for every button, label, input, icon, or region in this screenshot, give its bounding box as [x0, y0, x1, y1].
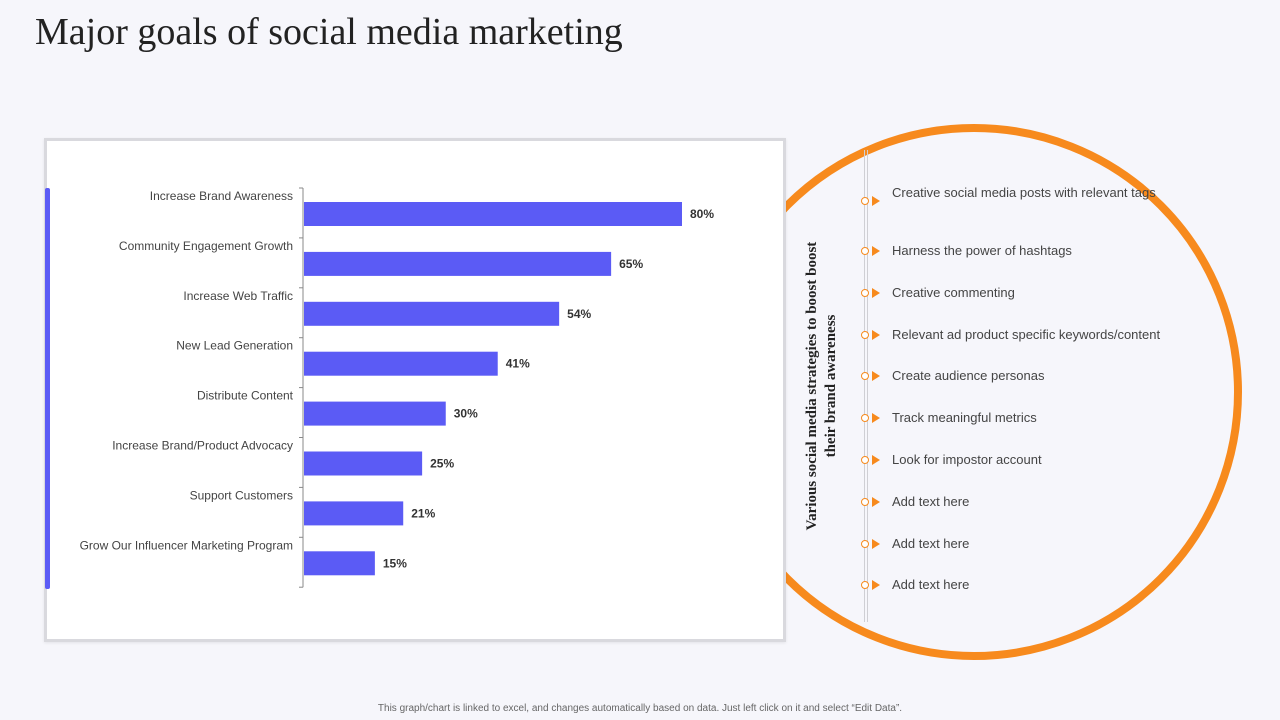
strategy-marker-icon — [861, 539, 883, 549]
data-label: 21% — [411, 506, 435, 520]
strategy-marker-icon — [861, 246, 883, 256]
data-label: 65% — [619, 257, 643, 271]
strategy-item[interactable]: Add text here — [892, 536, 970, 551]
category-label: Grow Our Influencer Marketing Program — [80, 538, 293, 552]
bar — [304, 401, 446, 426]
strategy-item: Look for impostor account — [892, 452, 1042, 467]
strategy-item: Harness the power of hashtags — [892, 243, 1072, 258]
bar — [304, 451, 423, 476]
strategy-marker-icon — [861, 371, 883, 381]
bar — [304, 301, 560, 326]
strategy-item: Track meaningful metrics — [892, 410, 1037, 425]
page-title: Major goals of social media marketing — [35, 11, 623, 53]
data-label: 25% — [430, 457, 454, 471]
bar — [304, 202, 682, 226]
footer-note: This graph/chart is linked to excel, and… — [377, 703, 903, 714]
strategy-item: Creative commenting — [892, 285, 1015, 300]
chart-accent-bar — [45, 188, 50, 589]
strategies-heading: Various social media strategies to boost… — [804, 241, 839, 531]
data-label: 80% — [690, 207, 714, 221]
data-label: 30% — [454, 407, 478, 421]
bar — [304, 251, 612, 276]
strategy-marker-icon — [861, 288, 883, 298]
category-label: Distribute Content — [197, 389, 294, 403]
category-label: Increase Brand Awareness — [150, 189, 293, 203]
strategy-marker-icon — [861, 580, 883, 590]
strategy-marker-icon — [861, 330, 883, 340]
category-label: Increase Web Traffic — [183, 289, 293, 303]
strategy-item[interactable]: Add text here — [892, 494, 970, 509]
strategy-marker-icon — [861, 196, 883, 206]
strategy-timeline — [864, 150, 868, 622]
strategy-marker-icon — [861, 455, 883, 465]
data-label: 54% — [567, 307, 591, 321]
category-label: Increase Brand/Product Advocacy — [112, 439, 293, 453]
strategy-marker-icon — [861, 413, 883, 423]
data-label: 15% — [383, 556, 407, 570]
strategy-item: Create audience personas — [892, 368, 1045, 383]
strategy-item[interactable]: Add text here — [892, 577, 970, 592]
category-label: New Lead Generation — [176, 339, 293, 353]
bar — [304, 551, 375, 576]
category-label: Community Engagement Growth — [119, 239, 293, 253]
strategy-item: Relevant ad product specific keywords/co… — [892, 327, 1161, 342]
bar — [304, 501, 404, 526]
data-label: 41% — [506, 357, 530, 371]
strategy-item: Creative social media posts with relevan… — [892, 185, 1156, 200]
bar-chart-marks: Increase Brand Awareness 80% Community Eng… — [80, 187, 714, 588]
bar — [304, 351, 498, 376]
strategy-marker-icon — [861, 497, 883, 507]
category-label: Support Customers — [190, 488, 293, 502]
